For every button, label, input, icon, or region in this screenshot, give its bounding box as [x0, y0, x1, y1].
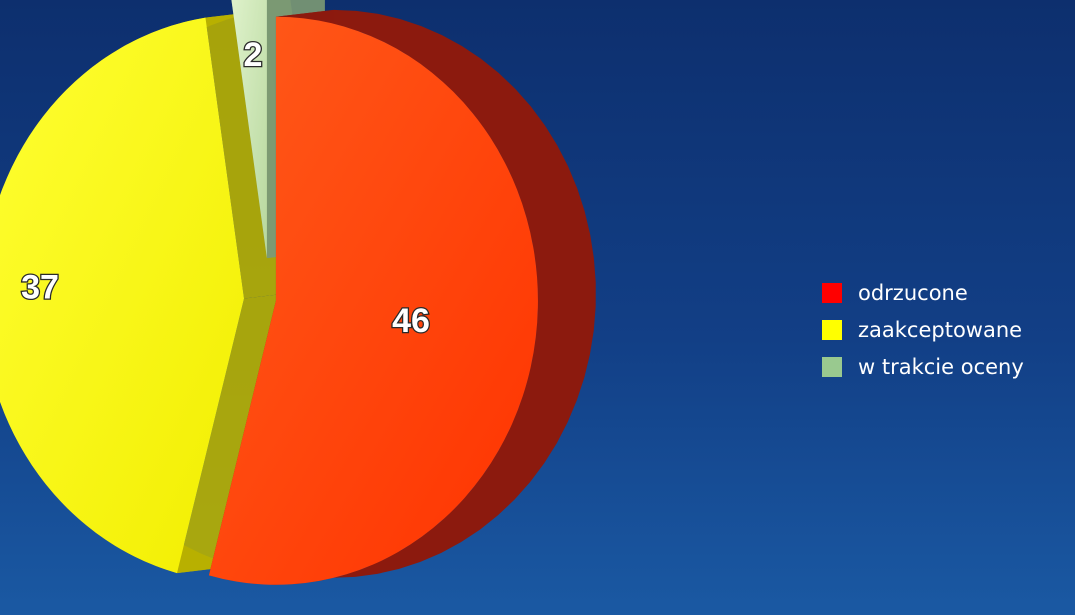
chart-legend: odrzucone zaakceptowane w trakcie oceny: [822, 275, 1075, 385]
legend-swatch-w-trakcie-oceny: [822, 357, 842, 377]
data-label-zaakceptowane: 37: [21, 268, 59, 306]
legend-label: odrzucone: [858, 281, 968, 305]
data-label-w-trakcie-oceny: 2: [244, 36, 263, 74]
pie-slices: [0, 0, 596, 585]
legend-label: zaakceptowane: [858, 318, 1023, 342]
legend-swatch-zaakceptowane: [822, 320, 842, 340]
data-label-odrzucone: 46: [392, 302, 430, 340]
legend-item-w-trakcie-oceny: w trakcie oceny: [822, 349, 1075, 385]
legend-swatch-odrzucone: [822, 283, 842, 303]
pie-slice-odrzucone: [208, 9, 596, 585]
pie-slice-face-w-trakcie-oceny: [231, 0, 267, 259]
pie-slice-face-odrzucone: [208, 16, 538, 585]
pie-data-labels: 46 37 2: [20, 35, 431, 341]
legend-label: w trakcie oceny: [858, 355, 1024, 379]
legend-item-odrzucone: odrzucone: [822, 275, 1075, 311]
legend-item-zaakceptowane: zaakceptowane: [822, 312, 1075, 348]
pie-slice-face-zaakceptowane: [0, 17, 245, 574]
